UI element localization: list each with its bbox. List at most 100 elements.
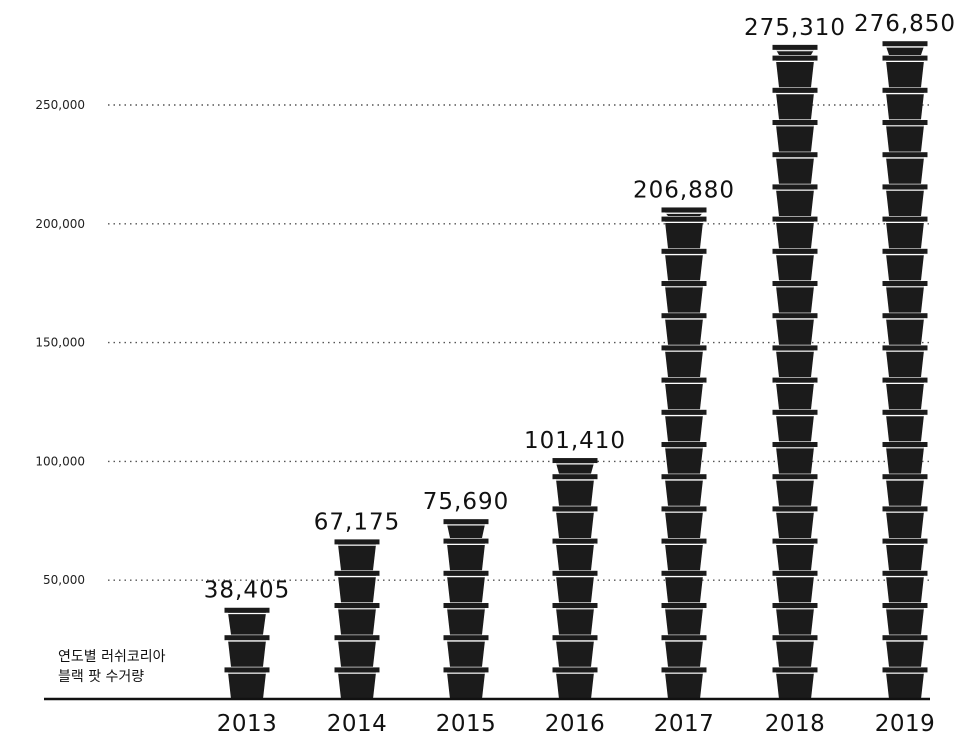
pot-body — [776, 350, 814, 377]
pot-body — [665, 672, 703, 699]
pot-rim — [772, 216, 818, 222]
pot-body — [665, 479, 703, 506]
pot-body — [886, 253, 924, 281]
pot-rim — [661, 570, 707, 576]
pot-body — [776, 60, 814, 88]
pot-rim — [443, 570, 489, 576]
pot-body — [228, 672, 266, 699]
pot-rim — [882, 41, 928, 47]
pot-body — [665, 575, 703, 603]
pot-body — [556, 640, 594, 667]
y-tick-label: 100,000 — [35, 454, 85, 468]
pot-body — [447, 575, 485, 603]
pot-body — [776, 479, 814, 506]
pot-rim — [334, 539, 380, 545]
pot-body — [886, 46, 924, 55]
pot-body — [556, 575, 594, 603]
pot-rim — [882, 248, 928, 254]
pot-rim — [443, 519, 489, 525]
value-label: 101,410 — [524, 428, 626, 454]
pot-rim — [882, 345, 928, 351]
y-tick-label: 50,000 — [43, 573, 85, 587]
pot-body — [886, 447, 924, 474]
pot-body — [886, 479, 924, 506]
bar-2015 — [443, 519, 489, 699]
pot-body — [776, 640, 814, 667]
pot-rim — [772, 55, 818, 61]
x-tick-label: 2015 — [436, 711, 497, 737]
pot-body — [886, 350, 924, 377]
pot-body — [776, 382, 814, 410]
pot-body — [776, 157, 814, 184]
pot-body — [776, 447, 814, 474]
pot-body — [776, 543, 814, 571]
pot-rim — [443, 667, 489, 673]
pot-rim — [772, 184, 818, 190]
x-tick-label: 2016 — [545, 711, 606, 737]
pot-body — [665, 318, 703, 345]
pot-body — [228, 612, 266, 635]
pot-rim — [661, 345, 707, 351]
pot-body — [556, 543, 594, 571]
pot-rim — [772, 313, 818, 319]
pot-body — [228, 640, 266, 667]
pot-body — [886, 543, 924, 571]
pot-rim — [772, 120, 818, 125]
pot-rim — [661, 442, 707, 447]
pot-rim — [552, 603, 598, 608]
pot-rim — [882, 87, 928, 93]
pot-body — [556, 479, 594, 506]
pot-body — [665, 543, 703, 571]
pot-rim — [661, 377, 707, 383]
pot-rim — [661, 667, 707, 673]
y-axis-ticks: 50,000 100,000 150,000 200,000 250,000 — [35, 98, 85, 587]
pot-rim — [772, 44, 818, 50]
pot-body — [665, 286, 703, 313]
pot-body — [447, 524, 485, 538]
pot-rim — [772, 442, 818, 447]
pot-body — [776, 608, 814, 635]
pot-body — [776, 125, 814, 152]
pot-rim — [772, 506, 818, 512]
bar-2014 — [334, 539, 380, 699]
pot-body — [338, 672, 376, 699]
pot-body — [776, 672, 814, 699]
bar-2018 — [772, 44, 818, 699]
pot-body — [556, 511, 594, 538]
note-line-2: 블랙 팟 수거량 — [58, 669, 144, 685]
pot-rim — [552, 538, 598, 544]
pot-rim — [443, 538, 489, 544]
pot-body — [886, 60, 924, 88]
pot-body — [776, 221, 814, 249]
pot-body — [776, 575, 814, 603]
bar-2019 — [882, 41, 928, 699]
pot-rim — [443, 603, 489, 608]
pot-body — [886, 640, 924, 667]
pot-rim — [661, 474, 707, 480]
value-label: 206,880 — [633, 177, 735, 203]
pot-rim — [661, 216, 707, 222]
pot-rim — [224, 607, 270, 613]
pot-body — [665, 382, 703, 410]
pot-body — [665, 414, 703, 442]
pot-body — [665, 253, 703, 281]
pot-rim — [334, 635, 380, 641]
pot-rim — [661, 281, 707, 286]
pot-rim — [443, 635, 489, 641]
pot-body — [886, 221, 924, 249]
pot-body — [665, 221, 703, 249]
pot-rim — [772, 603, 818, 608]
pot-rim — [661, 603, 707, 608]
pot-rim — [882, 603, 928, 608]
pot-rim — [772, 667, 818, 673]
pot-body — [886, 318, 924, 345]
pot-body — [665, 350, 703, 377]
pot-rim — [334, 667, 380, 673]
pot-rim — [772, 570, 818, 576]
pot-rim — [661, 409, 707, 415]
pot-rim — [882, 120, 928, 125]
pot-rim — [882, 281, 928, 286]
pot-body — [886, 157, 924, 184]
pot-body — [447, 640, 485, 667]
pot-rim — [772, 152, 818, 158]
